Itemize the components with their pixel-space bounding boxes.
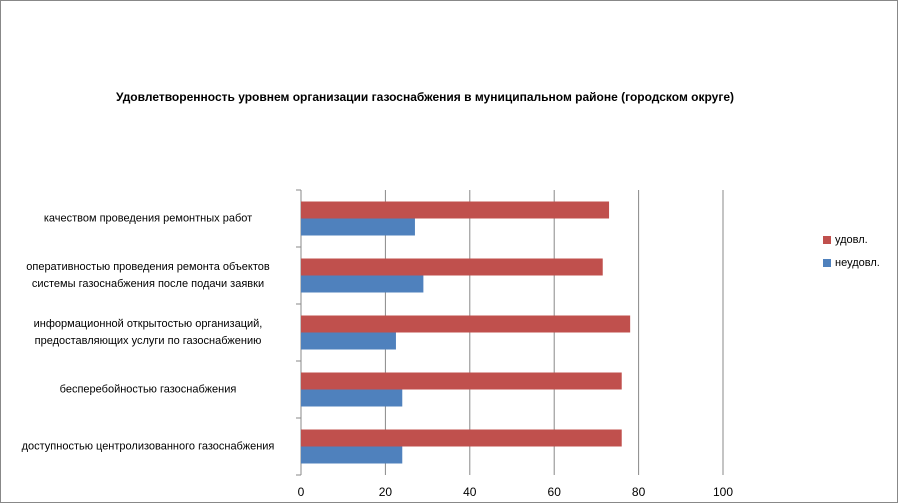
bar (301, 275, 424, 293)
bar (301, 258, 603, 276)
x-tick-label: 20 (379, 485, 393, 499)
y-tick-label: доступностью центролизованного газоснабж… (22, 440, 275, 452)
legend-swatch (823, 259, 831, 267)
y-tick-label: качеством проведения ремонтных работ (44, 212, 252, 224)
legend-swatch (823, 236, 831, 244)
y-tick-label: оперативностью проведения ремонта объект… (26, 261, 270, 290)
chart-title: Удовлетворенность уровнем организации га… (116, 90, 734, 104)
x-tick-label: 40 (463, 485, 477, 499)
bar (301, 446, 403, 464)
legend-label: удовл. (835, 234, 868, 246)
bar (301, 201, 610, 219)
y-tick-label: бесперебойностью газоснабжения (60, 383, 237, 395)
bar (301, 429, 622, 447)
legend-label: неудовл. (835, 257, 880, 269)
x-tick-label: 100 (713, 485, 733, 499)
bar (301, 389, 403, 407)
bar (301, 372, 622, 390)
bar (301, 332, 396, 350)
x-tick-label: 0 (298, 485, 305, 499)
bar (301, 218, 415, 236)
bar (301, 315, 631, 333)
x-tick-label: 80 (632, 485, 646, 499)
y-tick-label: информационной открытостью организаций, п… (34, 318, 263, 347)
x-tick-label: 60 (548, 485, 562, 499)
